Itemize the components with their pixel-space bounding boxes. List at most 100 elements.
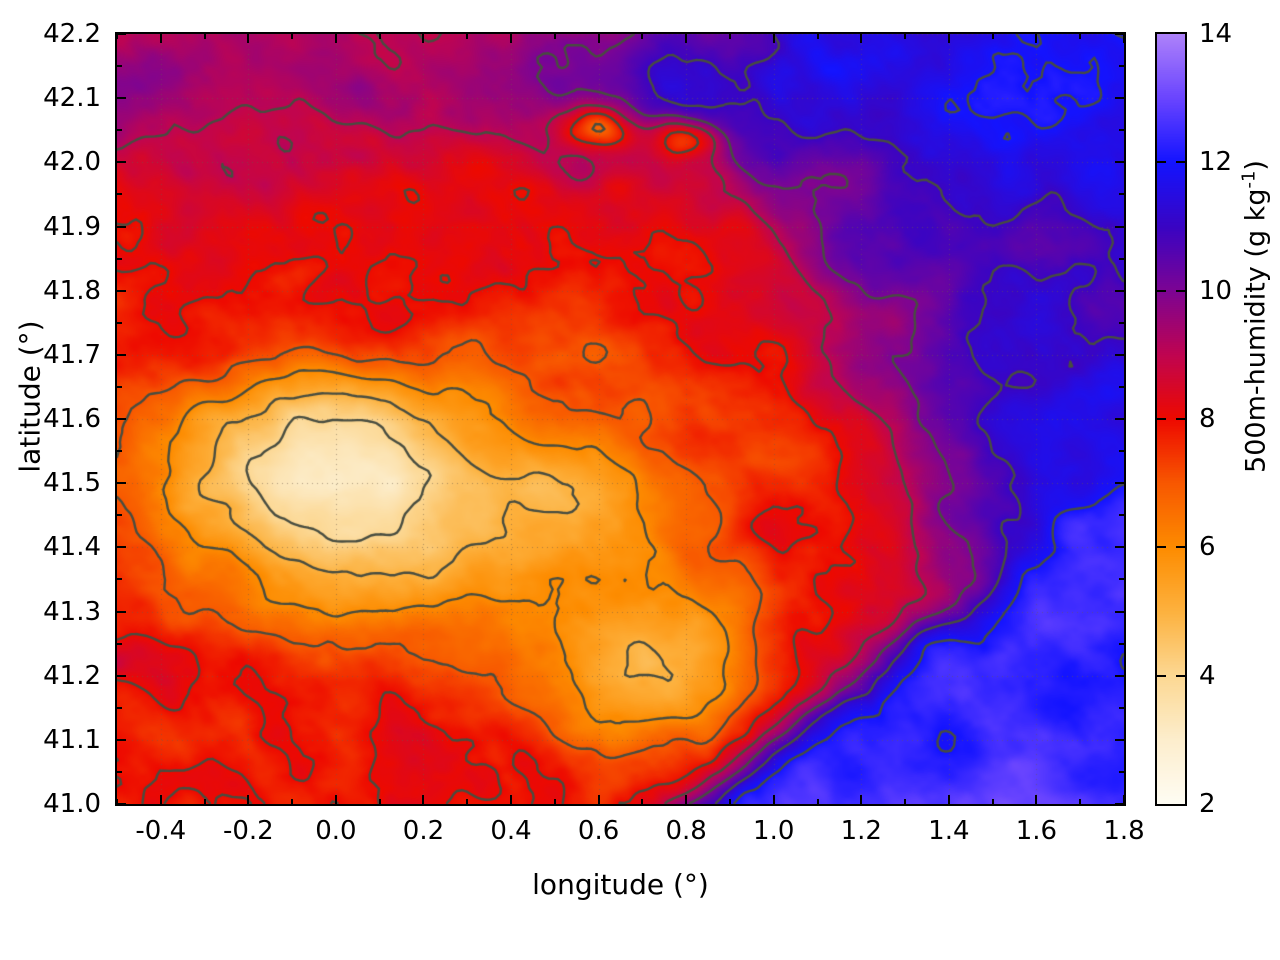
colorbar-tick-right: [1176, 289, 1185, 292]
x-axis-tick-label: 1.4: [928, 816, 970, 846]
x-axis-tick-top: [597, 34, 600, 43]
y-axis-minor-tick: [117, 257, 122, 260]
y-axis-tick-right: [1115, 225, 1124, 228]
y-axis-tick: [117, 225, 126, 228]
x-axis-minor-tick: [466, 799, 469, 804]
x-axis-minor-tick: [203, 799, 206, 804]
x-axis-tick-top: [947, 34, 950, 43]
y-axis-tick-label: 41.0: [43, 789, 101, 819]
y-axis-minor-tick: [117, 321, 122, 324]
y-axis-tick-label: 41.3: [43, 596, 101, 627]
x-axis-minor-tick: [816, 799, 819, 804]
x-axis-minor-tick: [378, 799, 381, 804]
colorbar-title-tail: ): [1240, 160, 1272, 171]
x-axis-tick: [1035, 795, 1038, 804]
humidity-contour-lines: [117, 34, 1124, 804]
x-axis-minor-tick: [553, 799, 556, 804]
colorbar-tick: [1157, 161, 1166, 164]
x-axis-minor-tick-top: [641, 34, 644, 39]
y-axis-tick-right: [1115, 33, 1124, 35]
colorbar-tick: [1157, 418, 1166, 420]
y-axis-tick-label: 42.1: [43, 83, 101, 114]
y-axis-tick-right: [1115, 610, 1124, 613]
y-axis-minor-tick: [117, 770, 122, 773]
x-axis-minor-tick-top: [1079, 34, 1082, 39]
x-axis-title: longitude (°): [532, 868, 709, 901]
x-axis-minor-tick-top: [816, 34, 819, 39]
y-axis-tick: [117, 674, 126, 677]
x-axis-tick-top: [860, 34, 863, 43]
x-axis-tick: [685, 795, 688, 804]
y-axis-tick: [117, 738, 126, 741]
y-axis-tick-right: [1115, 289, 1124, 292]
x-axis-tick: [1123, 795, 1125, 804]
x-axis-minor-tick-top: [116, 34, 118, 39]
y-axis-minor-tick: [117, 65, 122, 68]
x-axis-tick-label: 1.0: [753, 816, 795, 846]
y-axis-minor-tick: [117, 129, 122, 132]
y-axis-minor-tick-right: [1119, 514, 1124, 517]
x-axis-tick-top: [159, 34, 162, 43]
y-axis-minor-tick: [117, 578, 122, 581]
x-axis-tick-top: [247, 34, 250, 43]
y-axis-tick-right: [1115, 482, 1124, 485]
y-axis-tick: [117, 546, 126, 549]
y-axis-tick-right: [1115, 803, 1124, 805]
x-axis-tick-label: -0.2: [222, 816, 274, 846]
plot-area[interactable]: [115, 32, 1126, 806]
y-axis-tick-right: [1115, 738, 1124, 741]
y-axis-minor-tick: [117, 642, 122, 645]
y-axis-minor-tick-right: [1119, 578, 1124, 581]
y-axis-tick-right: [1115, 353, 1124, 356]
x-axis-minor-tick: [116, 799, 118, 804]
colorbar-tick-label: 6: [1199, 532, 1216, 563]
y-axis-minor-tick-right: [1119, 65, 1124, 68]
x-axis-tick-top: [510, 34, 513, 43]
x-axis-tick-label: 1.8: [1103, 816, 1145, 846]
x-axis-minor-tick: [991, 799, 994, 804]
x-axis-minor-tick-top: [466, 34, 469, 39]
x-axis-tick: [334, 795, 337, 804]
y-axis-tick: [117, 610, 126, 613]
y-axis-tick-label: 41.1: [43, 724, 101, 755]
colorbar-tick-right: [1176, 161, 1185, 164]
colorbar-title-exponent: -1: [1238, 170, 1260, 189]
x-axis-tick: [772, 795, 775, 804]
x-axis-tick-label: -0.4: [135, 816, 187, 846]
colorbar-tick: [1157, 674, 1166, 677]
y-axis-tick: [117, 33, 126, 35]
y-axis-tick: [117, 289, 126, 292]
x-axis-tick: [947, 795, 950, 804]
x-axis-minor-tick: [1079, 799, 1082, 804]
colorbar-tick-right: [1176, 418, 1185, 420]
y-axis-tick-right: [1115, 674, 1124, 677]
y-axis-minor-tick-right: [1119, 770, 1124, 773]
colorbar-tick-label: 4: [1199, 660, 1216, 691]
y-axis-minor-tick: [117, 385, 122, 388]
colorbar-tick-label: 12: [1199, 147, 1233, 178]
x-axis-tick-label: 0.2: [402, 816, 445, 846]
x-axis-tick-label: 1.2: [840, 816, 882, 846]
y-axis-minor-tick-right: [1119, 129, 1124, 132]
y-axis-tick-label: 41.8: [43, 275, 101, 306]
x-axis-minor-tick-top: [203, 34, 206, 39]
y-axis-tick-label: 41.9: [43, 211, 101, 242]
y-axis-minor-tick-right: [1119, 385, 1124, 388]
x-axis-minor-tick-top: [378, 34, 381, 39]
y-axis-tick: [117, 803, 126, 805]
x-axis-tick-top: [772, 34, 775, 43]
x-axis-tick: [597, 795, 600, 804]
y-axis-tick-right: [1115, 418, 1124, 420]
y-axis-tick-right: [1115, 97, 1124, 100]
y-axis-minor-tick-right: [1119, 193, 1124, 196]
x-axis-tick: [860, 795, 863, 804]
x-axis-tick: [247, 795, 250, 804]
y-axis-minor-tick-right: [1119, 642, 1124, 645]
y-axis-minor-tick: [117, 706, 122, 709]
colorbar-tick-right: [1176, 674, 1185, 677]
y-axis-tick-label: 41.2: [43, 660, 101, 691]
x-axis-minor-tick: [641, 799, 644, 804]
y-axis-tick: [117, 482, 126, 485]
x-axis-minor-tick: [728, 799, 731, 804]
colorbar-tick-label: 10: [1199, 275, 1233, 306]
